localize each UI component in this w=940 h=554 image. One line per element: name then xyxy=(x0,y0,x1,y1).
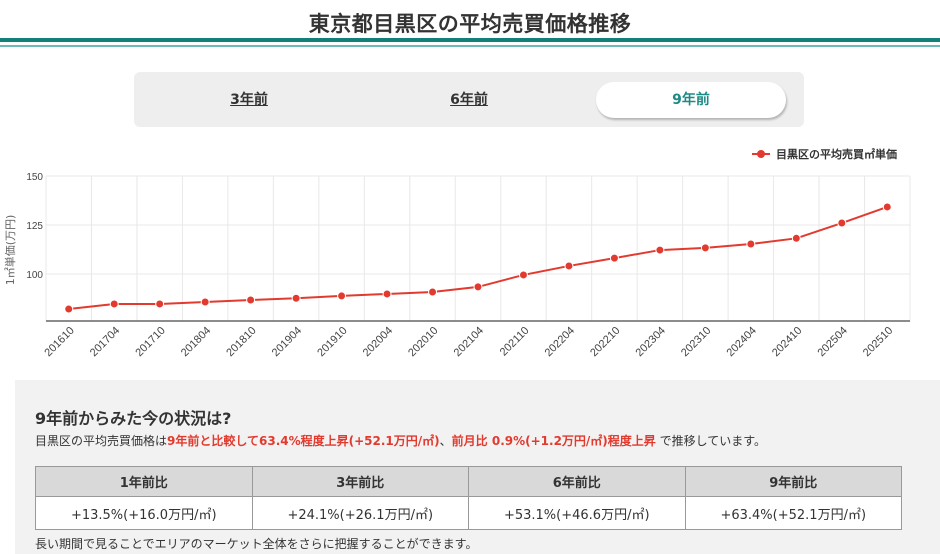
x-tick-label: 202004 xyxy=(361,325,395,359)
x-tick-label: 202404 xyxy=(725,325,759,359)
x-tick-label: 202510 xyxy=(861,325,895,359)
summary-panel: 9年前からみた今の状況は? 目黒区の平均売買価格は9年前と比較して63.4%程度… xyxy=(15,380,940,554)
x-tick-label: 202410 xyxy=(770,325,804,359)
x-tick-label: 202204 xyxy=(543,325,577,359)
data-point[interactable] xyxy=(791,233,801,243)
table-row: +13.5%(+16.0万円/㎡) +24.1%(+26.1万円/㎡) +53.… xyxy=(35,496,902,530)
value-3y: +24.1%(+26.1万円/㎡) xyxy=(251,496,469,530)
col-3y: 3年前比 xyxy=(251,466,469,497)
legend-line-marker-icon xyxy=(752,149,770,159)
x-tick-label: 201910 xyxy=(315,325,349,359)
data-point[interactable] xyxy=(109,299,119,309)
value-1y: +13.5%(+16.0万円/㎡) xyxy=(35,496,253,530)
price-line-chart: 100 125 150 1㎡単価(万円) 201610 201704 201710 20180… xyxy=(3,172,911,359)
data-point[interactable] xyxy=(609,253,619,263)
x-tick-label: 202504 xyxy=(815,325,849,359)
data-point[interactable] xyxy=(200,297,210,307)
value-6y: +53.1%(+46.6万円/㎡) xyxy=(468,496,686,530)
data-point[interactable] xyxy=(382,289,392,299)
month-change: 前月比 0.9%(+1.2万円/㎡)程度上昇 xyxy=(451,434,656,448)
x-tick-label: 201704 xyxy=(88,325,122,359)
summary-note: 長い期間で見ることでエリアのマーケット全体をさらに把握することができます。 xyxy=(35,537,478,551)
data-point[interactable] xyxy=(291,293,301,303)
data-point[interactable] xyxy=(746,239,756,249)
x-tick-label: 201610 xyxy=(42,325,76,359)
data-point[interactable] xyxy=(882,202,892,212)
data-point[interactable] xyxy=(64,304,74,314)
x-tick-label: 202010 xyxy=(406,325,440,359)
col-1y: 1年前比 xyxy=(35,466,253,497)
summary-text: 目黒区の平均売買価格は9年前と比較して63.4%程度上昇(+52.1万円/㎡)、… xyxy=(35,434,767,448)
x-tick-label: 202310 xyxy=(679,325,713,359)
title-divider xyxy=(0,38,940,42)
data-point[interactable] xyxy=(337,291,347,301)
tab-9-years[interactable]: 9年前 xyxy=(596,82,786,118)
data-point[interactable] xyxy=(246,295,256,305)
y-tick-label: 125 xyxy=(26,221,43,232)
x-tick-label: 201810 xyxy=(224,325,258,359)
y-tick-label: 100 xyxy=(26,270,43,281)
x-tick-label: 202110 xyxy=(498,325,532,359)
data-point[interactable] xyxy=(564,261,574,271)
comparison-table: 1年前比 3年前比 6年前比 9年前比 +13.5%(+16.0万円/㎡) +2… xyxy=(35,466,902,530)
y-tick-label: 150 xyxy=(26,172,43,183)
nine-year-change: 9年前と比較して63.4%程度上昇(+52.1万円/㎡) xyxy=(167,434,440,448)
data-point[interactable] xyxy=(473,282,483,292)
period-tabs: 3年前 6年前 9年前 xyxy=(134,72,804,127)
value-9y: +63.4%(+52.1万円/㎡) xyxy=(684,496,902,530)
data-point[interactable] xyxy=(518,270,528,280)
page-title: 東京都目黒区の平均売買価格推移 xyxy=(308,12,632,36)
data-point[interactable] xyxy=(700,243,710,253)
y-axis-label: 1㎡単価(万円) xyxy=(3,215,17,286)
tab-6-years[interactable]: 6年前 xyxy=(450,92,488,108)
chart-legend[interactable]: 目黒区の平均売買㎡単価 xyxy=(752,146,897,162)
data-point[interactable] xyxy=(155,299,165,309)
data-point[interactable] xyxy=(655,245,665,255)
x-tick-label: 201904 xyxy=(270,325,304,359)
summary-heading: 9年前からみた今の状況は? xyxy=(35,409,232,428)
series-line xyxy=(68,206,888,311)
tab-3-years[interactable]: 3年前 xyxy=(230,92,268,108)
x-tick-label: 201710 xyxy=(133,325,167,359)
x-tick-label: 202104 xyxy=(452,325,486,359)
data-point[interactable] xyxy=(837,218,847,228)
x-tick-label: 202304 xyxy=(634,325,668,359)
title-divider-thin xyxy=(0,45,940,47)
col-9y: 9年前比 xyxy=(684,466,902,497)
col-6y: 6年前比 xyxy=(468,466,686,497)
x-tick-label: 202210 xyxy=(588,325,622,359)
x-tick-label: 201804 xyxy=(179,325,213,359)
data-point[interactable] xyxy=(428,287,438,297)
legend-label: 目黒区の平均売買㎡単価 xyxy=(776,148,897,161)
